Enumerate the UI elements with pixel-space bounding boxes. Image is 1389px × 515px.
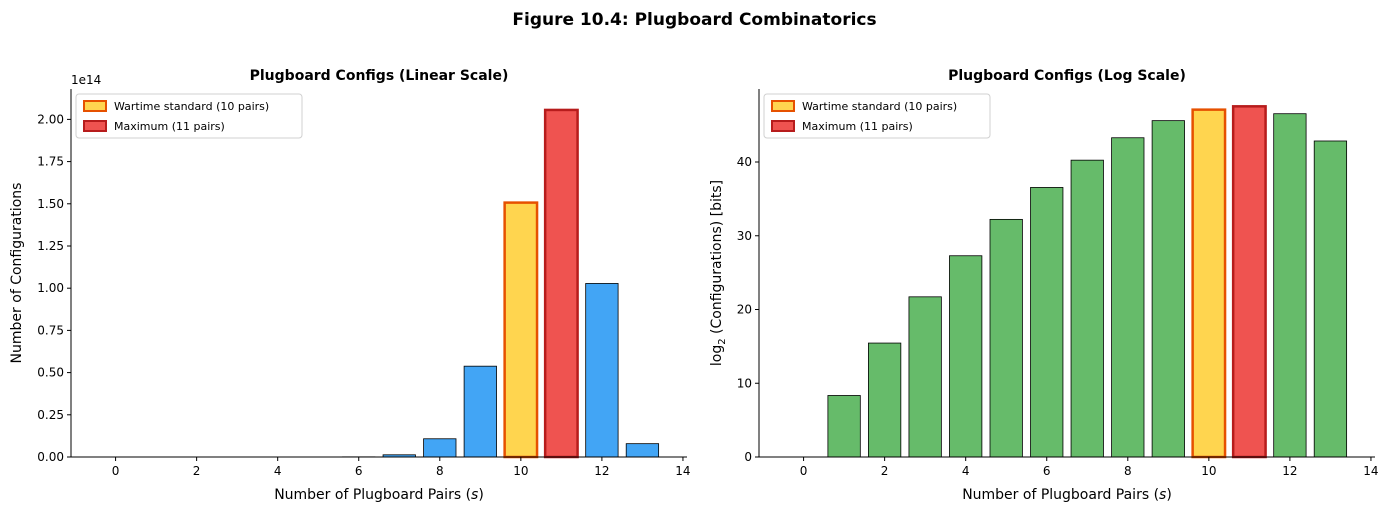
log-x-tick-label: 0 <box>800 464 808 478</box>
linear-legend: Wartime standard (10 pairs) Maximum (11 p… <box>75 93 303 139</box>
linear-x-axis-label-text: Number of Plugboard Pairs ( <box>274 487 471 503</box>
log-y-axis-label: log2 (Configurations) [bits] <box>709 180 728 366</box>
linear-x-tick-label: 10 <box>513 464 528 478</box>
linear-y-tick-label: 1.25 <box>37 239 64 253</box>
log-x-axis-label-close: ) <box>1166 487 1171 503</box>
log-bar-3 <box>908 296 942 458</box>
log-bar-maximum <box>1231 105 1267 459</box>
linear-y-tick-label: 1.00 <box>37 281 64 295</box>
linear-bar-wartime <box>503 201 539 459</box>
log-bar-6 <box>1030 187 1064 458</box>
linear-y-axis-label: Number of Configurations <box>9 183 25 364</box>
log-legend: Wartime standard (10 pairs) Maximum (11 p… <box>763 93 991 139</box>
linear-chart-title: Plugboard Configs (Linear Scale) <box>250 68 509 84</box>
log-x-axis-label-text: Number of Plugboard Pairs ( <box>962 487 1159 503</box>
log-bar-13 <box>1313 140 1348 458</box>
linear-legend-swatch-wartime <box>83 100 107 112</box>
linear-offset-text: 1e14 <box>71 73 101 87</box>
linear-bar-maximum <box>543 108 579 459</box>
log-y-axis-label-rest: (Configurations) [bits] <box>709 180 725 339</box>
log-y-tick-label: 10 <box>737 376 752 390</box>
log-x-tick-label: 14 <box>1363 464 1378 478</box>
linear-legend-label-wartime: Wartime standard (10 pairs) <box>114 100 269 113</box>
linear-y-tick-label: 1.50 <box>37 197 64 211</box>
log-legend-swatch-maximum <box>771 120 795 132</box>
linear-bar-12 <box>585 283 619 458</box>
log-chart: Plugboard Configs (Log Scale) 0 2 4 6 8 10 12 1… <box>709 68 1379 503</box>
log-y-tick-label: 30 <box>737 229 752 243</box>
log-bar-12 <box>1273 113 1307 458</box>
linear-y-tick-label: 1.75 <box>37 155 64 169</box>
linear-legend-swatch-maximum <box>83 120 107 132</box>
figure-title: Figure 10.4: Plugboard Combinatorics <box>512 10 876 30</box>
log-legend-swatch-wartime <box>771 100 795 112</box>
log-x-tick-label: 4 <box>962 464 970 478</box>
linear-bar-9 <box>463 365 497 458</box>
log-x-axis-label: Number of Plugboard Pairs (s) <box>962 487 1172 503</box>
linear-bar-13 <box>625 443 660 458</box>
linear-y-tick-label: 0.25 <box>37 408 64 422</box>
log-legend-label-wartime: Wartime standard (10 pairs) <box>802 100 957 113</box>
log-legend-box <box>763 93 991 139</box>
log-y-tick-label: 20 <box>737 303 752 317</box>
log-legend-label-maximum: Maximum (11 pairs) <box>802 120 913 133</box>
linear-x-tick-label: 4 <box>274 464 282 478</box>
log-y-axis-label-sub: 2 <box>717 338 728 344</box>
log-bar-1 <box>827 395 861 458</box>
linear-y-tick-label: 0.00 <box>37 450 64 464</box>
linear-x-tick-label: 2 <box>193 464 201 478</box>
log-x-tick-label: 10 <box>1201 464 1216 478</box>
linear-legend-label-maximum: Maximum (11 pairs) <box>114 120 225 133</box>
log-y-axis-label-log: log <box>709 345 725 366</box>
linear-chart: Plugboard Configs (Linear Scale) 1e14 0 2… <box>9 68 691 503</box>
log-y-tick-label: 0 <box>744 450 752 464</box>
log-x-tick-label: 8 <box>1124 464 1132 478</box>
log-x-axis-label-var: s <box>1159 487 1166 503</box>
log-chart-title: Plugboard Configs (Log Scale) <box>948 68 1186 84</box>
linear-bar-8 <box>423 438 457 458</box>
linear-x-axis-label: Number of Plugboard Pairs (s) <box>274 487 484 503</box>
linear-x-tick-label: 14 <box>675 464 690 478</box>
linear-y-tick-label: 0.75 <box>37 323 64 337</box>
linear-x-tick-label: 8 <box>436 464 444 478</box>
log-x-tick-label: 6 <box>1043 464 1051 478</box>
log-bar-9 <box>1151 120 1185 458</box>
log-bar-5 <box>989 218 1023 458</box>
log-bar-7 <box>1070 159 1104 458</box>
log-bar-4 <box>949 255 983 458</box>
linear-x-axis-label-var: s <box>471 487 478 503</box>
linear-x-tick-label: 12 <box>594 464 609 478</box>
linear-x-tick-label: 0 <box>112 464 120 478</box>
linear-y-tick-label: 0.50 <box>37 366 64 380</box>
linear-legend-box <box>75 93 303 139</box>
log-bar-2 <box>868 342 902 458</box>
linear-y-tick-label: 2.00 <box>37 112 64 126</box>
linear-x-axis-label-close: ) <box>478 487 483 503</box>
log-bar-8 <box>1111 137 1145 458</box>
log-x-tick-label: 2 <box>881 464 889 478</box>
linear-x-tick-label: 6 <box>355 464 363 478</box>
log-y-tick-label: 40 <box>737 155 752 169</box>
log-x-tick-label: 12 <box>1282 464 1297 478</box>
log-bar-wartime <box>1191 108 1227 459</box>
